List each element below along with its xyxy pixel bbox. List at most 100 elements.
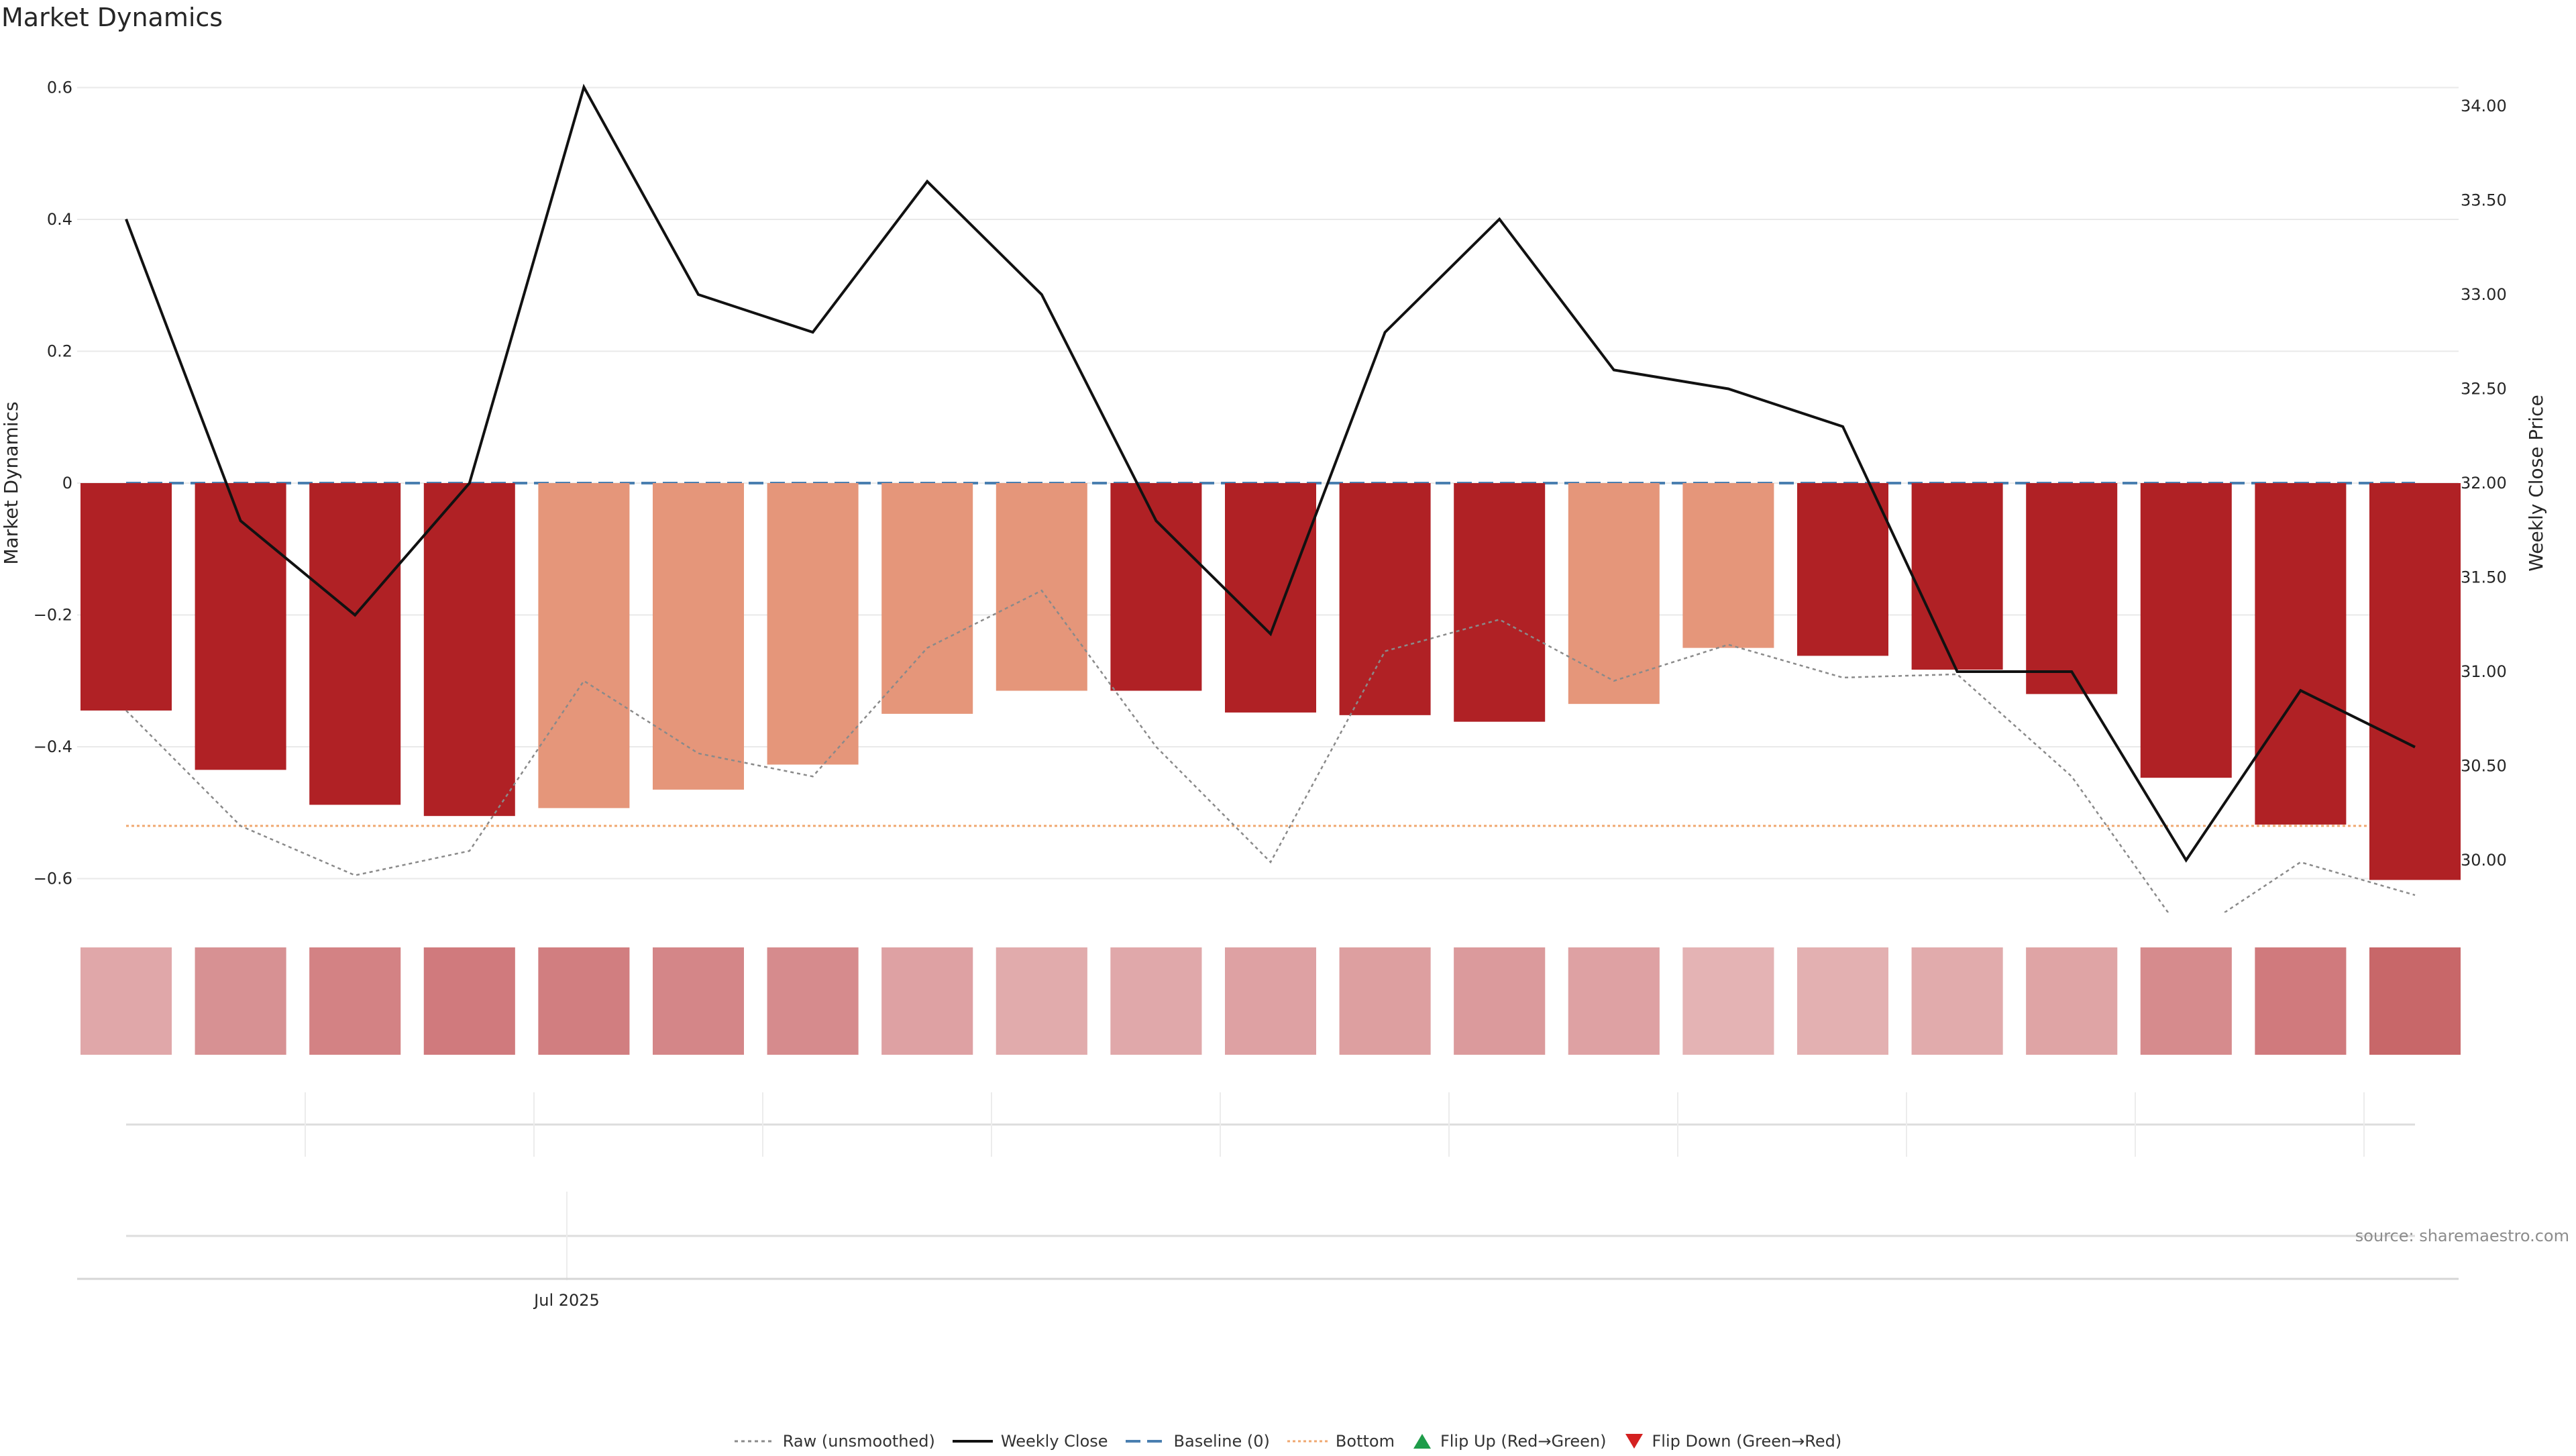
heat-strip-wash: [2369, 947, 2461, 1055]
heat-strip-wash: [2140, 947, 2232, 1055]
heat-strip-wash: [1339, 947, 1431, 1055]
heat-strip-wash: [1682, 947, 1774, 1055]
legend-baseline-swatch: [1125, 1440, 1166, 1443]
heat-strip-cell: [996, 947, 1087, 1055]
heat-strip-wash: [1568, 947, 1660, 1055]
legend-label-bottom: Bottom: [1335, 1432, 1395, 1451]
heat-strip-wash: [80, 947, 172, 1055]
left-tick-label: −0.2: [34, 606, 72, 625]
heat-strip-cell: [423, 947, 515, 1055]
right-axis-title: Weekly Close Price: [2525, 395, 2547, 571]
dynamics-bar: [996, 483, 1087, 691]
dynamics-bar: [2255, 483, 2347, 825]
heat-strip-wash: [2026, 947, 2118, 1055]
legend-close-swatch: [952, 1440, 993, 1443]
legend-item-flip-up: Flip Up (Red→Green): [1412, 1432, 1607, 1451]
heat-strip-wash: [309, 947, 401, 1055]
flip-up-icon: [1413, 1434, 1431, 1449]
left-tick-label: 0.2: [47, 342, 72, 361]
heat-strip-cell: [1225, 947, 1316, 1055]
left-tick-label: −0.4: [34, 737, 72, 756]
legend-label-flip-up: Flip Up (Red→Green): [1440, 1432, 1607, 1451]
left-tick-label: 0: [62, 474, 72, 492]
heat-strip-wash: [1225, 947, 1316, 1055]
heat-strip-wash: [767, 947, 859, 1055]
chart-title: Market Dynamics: [1, 3, 223, 32]
heat-strip-wash: [2255, 947, 2347, 1055]
raw-unsmoothed-line: [125, 589, 2416, 913]
legend-label-flip-down: Flip Down (Green→Red): [1652, 1432, 1842, 1451]
heat-strip-wash: [538, 947, 630, 1055]
flip-down-icon: [1625, 1434, 1643, 1449]
dynamics-bar: [80, 483, 172, 711]
heat-strip-cell: [1911, 947, 2003, 1055]
left-tick-label: 0.4: [47, 210, 72, 229]
right-tick-label: 31.50: [2461, 568, 2507, 587]
dynamics-bar: [1454, 483, 1546, 722]
weekly-close-line: [125, 83, 2416, 863]
heat-strip-wash: [653, 947, 744, 1055]
right-tick-label: 33.50: [2461, 191, 2507, 210]
heat-strip-cell: [1682, 947, 1774, 1055]
heat-strip-cell: [2026, 947, 2118, 1055]
legend-label-raw: Raw (unsmoothed): [782, 1432, 935, 1451]
heat-strip-wash: [1797, 947, 1888, 1055]
dynamics-bar: [2140, 483, 2232, 778]
right-tick-label: 32.00: [2461, 474, 2507, 492]
heat-strip-cell: [538, 947, 630, 1055]
right-tick-label: 31.00: [2461, 662, 2507, 681]
dynamics-bar: [309, 483, 401, 805]
x-tick-label: Jul 2025: [533, 1291, 600, 1310]
right-tick-label: 33.00: [2461, 285, 2507, 304]
dynamics-bar: [1339, 483, 1431, 715]
heat-strip-cell: [1454, 947, 1546, 1055]
heat-strip-cell: [881, 947, 973, 1055]
dynamics-bar: [2026, 483, 2118, 694]
dynamics-bar: [1682, 483, 1774, 648]
legend-label-close: Weekly Close: [1000, 1432, 1108, 1451]
dynamics-bar: [881, 483, 973, 714]
legend: Raw (unsmoothed) Weekly Close Baseline (…: [0, 1426, 2576, 1456]
legend-item-bottom: Bottom: [1287, 1432, 1395, 1451]
dynamics-bar: [423, 483, 515, 817]
heat-strip-cell: [2369, 947, 2461, 1055]
heat-strip-cell: [2140, 947, 2232, 1055]
right-tick-label: 32.50: [2461, 380, 2507, 399]
heat-strip-wash: [195, 947, 286, 1055]
heat-strip-wash: [996, 947, 1087, 1055]
legend-item-raw: Raw (unsmoothed): [734, 1432, 935, 1451]
heat-strip-wash: [1454, 947, 1546, 1055]
right-tick-label: 34.00: [2461, 97, 2507, 115]
dynamics-bar: [1911, 483, 2003, 670]
dynamics-bar: [767, 483, 859, 765]
heat-strip-cell: [653, 947, 744, 1055]
heat-strip-wash: [423, 947, 515, 1055]
legend-item-flip-down: Flip Down (Green→Red): [1624, 1432, 1842, 1451]
left-tick-label: 0.6: [47, 79, 72, 97]
dynamics-bar: [653, 483, 744, 790]
heat-strip-cell: [2255, 947, 2347, 1055]
dynamics-bar: [2369, 483, 2461, 880]
heat-strip-cell: [195, 947, 286, 1055]
left-axis-title: Market Dynamics: [0, 401, 22, 564]
dynamics-bar: [1225, 483, 1316, 713]
heat-strip-cell: [1110, 947, 1202, 1055]
heat-strip-cell: [767, 947, 859, 1055]
legend-label-baseline: Baseline (0): [1173, 1432, 1270, 1451]
legend-item-baseline: Baseline (0): [1125, 1432, 1270, 1451]
right-tick-label: 30.50: [2461, 757, 2507, 776]
dynamics-bar: [195, 483, 286, 770]
left-tick-label: −0.6: [34, 870, 72, 888]
heat-strip-cell: [309, 947, 401, 1055]
heat-strip-cell: [1568, 947, 1660, 1055]
heat-strip-wash: [1911, 947, 2003, 1055]
heat-strip-cell: [1797, 947, 1888, 1055]
heat-strip-cell: [80, 947, 172, 1055]
heat-strip-cell: [1339, 947, 1431, 1055]
legend-raw-swatch: [734, 1440, 775, 1443]
source-label: source: sharemaestro.com: [2355, 1227, 2569, 1245]
legend-item-close: Weekly Close: [952, 1432, 1108, 1451]
dynamics-bar: [1568, 483, 1660, 705]
right-tick-label: 30.00: [2461, 851, 2507, 870]
dynamics-bar: [1797, 483, 1888, 656]
